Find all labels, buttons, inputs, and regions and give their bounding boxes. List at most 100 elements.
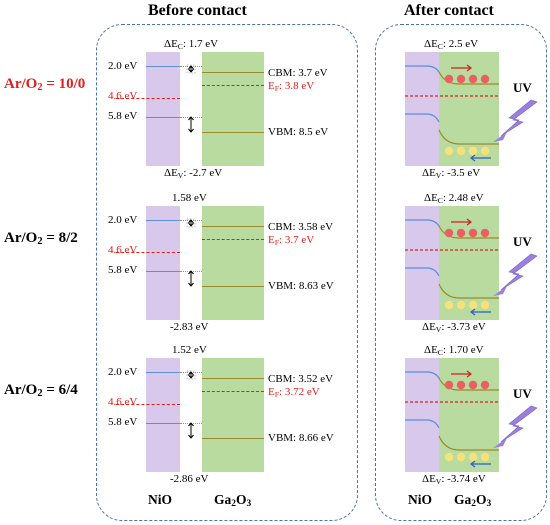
ga2o3-label-after: Ga2O3 <box>454 492 491 509</box>
nio-block-before <box>146 52 180 166</box>
nio-vb-bent <box>405 419 440 429</box>
ga-ef-line <box>202 391 264 392</box>
hole <box>456 146 466 156</box>
electron <box>444 380 454 390</box>
nio-cb-bent <box>405 219 440 227</box>
electron <box>456 228 466 238</box>
nio-block-after <box>405 206 439 320</box>
delta-ev-after-label: ΔEV: -3.5 eV <box>422 167 480 179</box>
delta-ev-arrow <box>188 422 194 439</box>
nio-vb-label: 5.8 eV <box>108 110 138 122</box>
band-bending-svg <box>405 370 538 468</box>
electron <box>480 228 490 238</box>
nio-cb-bent <box>405 371 440 379</box>
delta-ev-before-label-value: -2.83 eV <box>170 321 209 333</box>
delta-ev-before-label: -2.86 eV <box>170 473 209 485</box>
ga-ef-label: EF: 3.72 eV <box>268 386 320 398</box>
delta-ev-before-label-value: -2.86 eV <box>170 473 209 485</box>
uv-arrowhead-icon <box>493 132 507 142</box>
delta-ec-before-label-value: 1.58 eV <box>172 192 207 204</box>
delta-ev-after-label-sub: V <box>435 477 442 486</box>
uv-lightning-icon <box>500 99 538 137</box>
nio-vb-line <box>146 271 180 272</box>
ga-mid: O <box>475 492 487 507</box>
nio-ef-label: 4.6 eV <box>108 90 138 102</box>
uv-arrowhead-icon <box>493 286 507 296</box>
ga-ef-label-sub: F <box>274 84 280 93</box>
uv-lightning-icon <box>500 253 538 291</box>
uv-label: UV <box>513 234 532 249</box>
electron <box>480 380 490 390</box>
electron <box>468 228 478 238</box>
delta-ev-before-label: -2.83 eV <box>170 321 209 333</box>
ga-ef-label: EF: 3.7 eV <box>268 234 314 246</box>
nio-ef-line <box>116 98 180 99</box>
electron <box>468 74 478 84</box>
nio-vb-line <box>146 423 180 424</box>
ga2o3-block-before <box>202 206 264 320</box>
nio-vb-label: 5.8 eV <box>108 416 138 428</box>
ratio-value: = 10/0 <box>42 76 86 92</box>
electron <box>444 228 454 238</box>
delta-ev-after-label-value: : -3.74 eV <box>441 473 486 485</box>
uv-lightning-icon <box>500 405 538 443</box>
delta-ec-after-label-value: : 1.70 eV <box>442 344 484 356</box>
ga-ef-label-prefix: E <box>268 80 275 92</box>
electron-arrow <box>451 218 472 226</box>
ga-prefix: Ga <box>214 492 232 507</box>
electron <box>456 74 466 84</box>
uv-label: UV <box>513 386 532 401</box>
ga-vb-bent <box>438 129 499 145</box>
delta-ev-after-label-prefix: ΔE <box>422 321 436 333</box>
delta-ev-after-label: ΔEV: -3.73 eV <box>422 321 486 333</box>
delta-ev-before-label-sub: V <box>177 171 184 180</box>
ratio-prefix: Ar/O <box>4 76 38 92</box>
hole-arrow <box>470 460 491 468</box>
hole <box>456 300 466 310</box>
nio-cb-line <box>146 66 180 67</box>
ga-cbm-line <box>202 226 264 227</box>
delta-ev-after-label-prefix: ΔE <box>422 167 436 179</box>
ga-vb-bent <box>438 435 499 451</box>
ratio-value: = 8/2 <box>42 230 78 246</box>
electron <box>444 74 454 84</box>
delta-ec-after-label-prefix: ΔE <box>424 192 438 204</box>
hole <box>468 452 478 462</box>
nio-vb-line <box>146 117 180 118</box>
electron-arrow <box>451 370 472 378</box>
delta-ec-arrow <box>186 64 196 74</box>
delta-ec-after-label: ΔEC: 2.48 eV <box>424 192 484 204</box>
hole <box>456 452 466 462</box>
uv-label: UV <box>513 80 532 95</box>
delta-ec-before-label: 1.52 eV <box>172 344 207 356</box>
delta-ec-after-label-value: : 2.48 eV <box>442 192 484 204</box>
delta-ev-before-label-value: : -2.7 eV <box>183 167 223 179</box>
ga-prefix: Ga <box>454 492 472 507</box>
delta-ev-after-label-sub: V <box>435 325 442 334</box>
delta-ec-after-label: ΔEC: 1.70 eV <box>424 344 484 356</box>
hole <box>480 300 490 310</box>
nio-label-after: NiO <box>408 492 433 507</box>
hole <box>468 300 478 310</box>
nio-label-before: NiO <box>148 492 173 507</box>
nio-block-before <box>146 206 180 320</box>
ga2o3-block-before <box>202 52 264 166</box>
delta-ec-after-label-sub: C <box>437 42 443 51</box>
cbm-label: CBM: 3.7 eV <box>268 67 328 79</box>
hole <box>444 300 454 310</box>
nio-cb-line <box>146 220 180 221</box>
delta-ec-before-label-value: 1.52 eV <box>172 344 207 356</box>
delta-ev-after-label-prefix: ΔE <box>422 473 436 485</box>
delta-ev-after-label: ΔEV: -3.74 eV <box>422 473 486 485</box>
delta-ev-after-label-sub: V <box>435 171 442 180</box>
header-after-contact: After contact <box>404 2 494 19</box>
nio-vb-label: 5.8 eV <box>108 264 138 276</box>
ga-ef-label-value: : 3.72 eV <box>279 386 320 398</box>
ratio-label-0: Ar/O2 = 10/0 <box>4 76 85 93</box>
ga-mid: O <box>235 492 247 507</box>
vbm-label: VBM: 8.63 eV <box>268 280 334 292</box>
nio-ef-line <box>116 404 180 405</box>
nio-block-after <box>405 358 439 472</box>
ratio-label-1: Ar/O2 = 8/2 <box>4 230 78 247</box>
header-before-contact: Before contact <box>148 2 247 19</box>
